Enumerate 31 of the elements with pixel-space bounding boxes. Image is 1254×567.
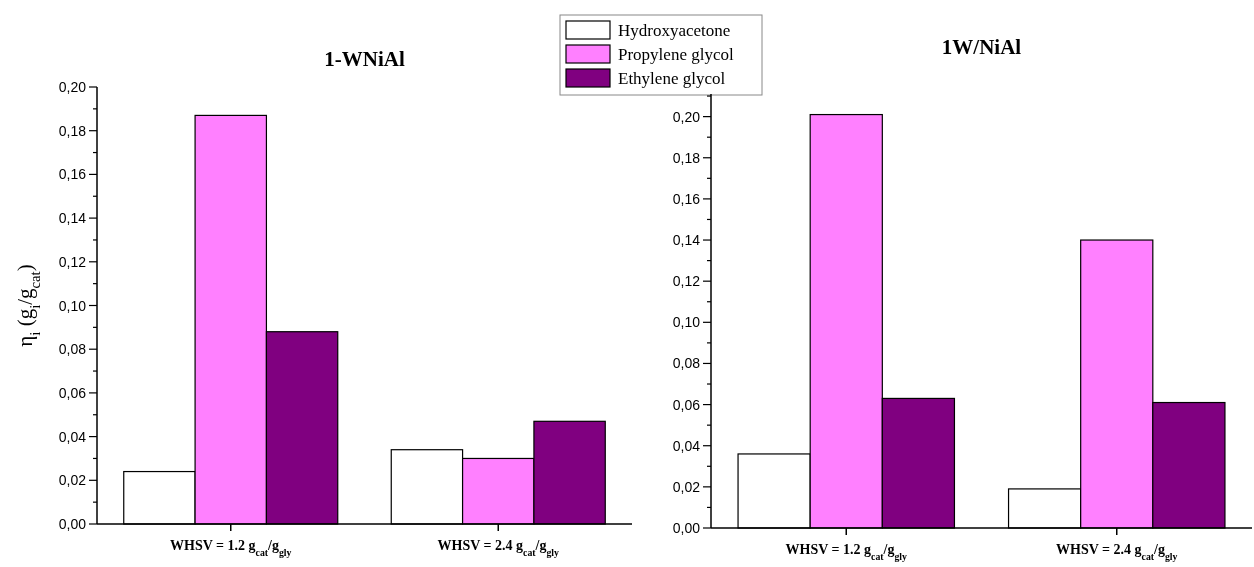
y-tick-label: 0,08 <box>58 341 87 358</box>
y-tick-label: 0,04 <box>672 437 701 454</box>
y-tick-label: 0,14 <box>58 210 87 227</box>
y-tick-label: 0,12 <box>58 253 87 270</box>
y-tick-label: 0,16 <box>672 190 701 207</box>
x-tick-label: WHSV = 1.2 g$_{cat}$/g$_{gly}$ <box>785 542 908 562</box>
y-tick-label: 0,00 <box>58 516 87 532</box>
chart-title: 1-WNiAl <box>324 47 405 71</box>
y-tick-label: 0,06 <box>672 396 701 413</box>
y-tick-label: 0,06 <box>58 384 87 401</box>
chart-title: 1W/NiAl <box>941 35 1022 59</box>
y-tick-label: 0,00 <box>672 520 701 536</box>
x-tick-label: WHSV = 2.4 g$_{cat}$/g$_{gly}$ <box>1056 542 1178 562</box>
y-tick-label: 0,02 <box>672 478 701 495</box>
legend-label: Ethylene glycol <box>618 69 726 88</box>
y-tick-label: 0,16 <box>58 166 87 183</box>
y-tick-label: 0,02 <box>58 472 87 489</box>
y-tick-label: 0,14 <box>672 232 701 249</box>
legend-label: Propylene glycol <box>618 45 734 64</box>
y-tick-label: 0,18 <box>672 149 701 166</box>
y-tick-label: 0,20 <box>672 108 701 125</box>
y-tick-label: 0,04 <box>58 428 87 445</box>
x-tick-label: WHSV = 2.4 g$_{cat}$/g$_{gly}$ <box>437 538 560 558</box>
y-tick-label: 0,12 <box>672 273 701 290</box>
y-tick-label: 0,18 <box>58 122 87 139</box>
y-tick-label: 0,20 <box>58 79 87 95</box>
x-tick-label: WHSV = 1.2 g$_{cat}$/g$_{gly}$ <box>170 538 292 558</box>
legend-label: Hydroxyacetone <box>618 21 731 40</box>
y-tick-label: 0,08 <box>672 355 701 372</box>
y-tick-label: 0,10 <box>672 314 701 331</box>
y-tick-label: 0,10 <box>58 297 87 314</box>
